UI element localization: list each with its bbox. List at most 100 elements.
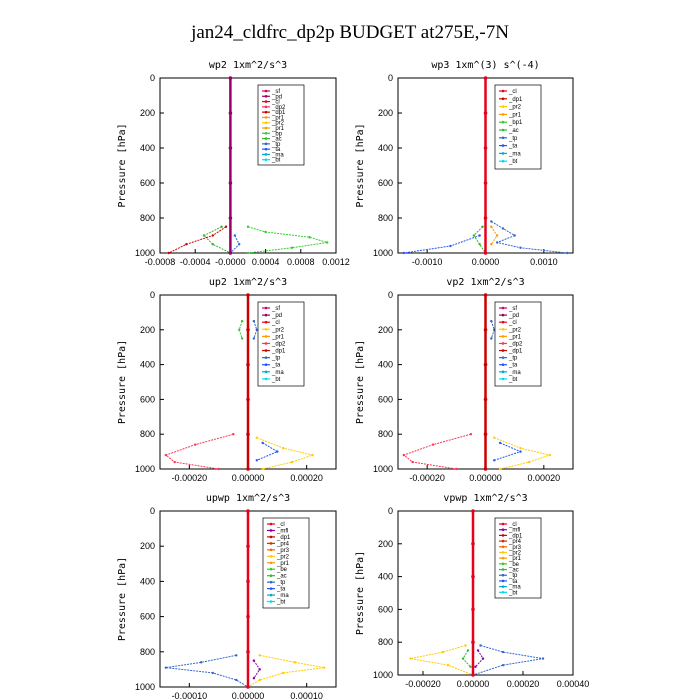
- series-point-cl: [246, 614, 250, 619]
- series-point-cl: [483, 216, 488, 220]
- legend-label: _bp: [271, 131, 283, 137]
- series-point-ta: [493, 459, 496, 462]
- legend-label: _cl: [271, 320, 280, 326]
- legend-label: _cl: [508, 89, 517, 95]
- series-point-bp1: [240, 337, 244, 340]
- legend-marker: [269, 535, 273, 539]
- series-point-tp: [490, 337, 493, 340]
- series-point-ac: [220, 225, 223, 228]
- legend-marker: [501, 335, 505, 338]
- y-tick-label: 200: [140, 541, 155, 551]
- series-point-bp1: [238, 328, 241, 331]
- series-point-tp: [501, 227, 505, 230]
- legend-marker: [501, 568, 505, 571]
- legend-label: _tp: [508, 573, 518, 579]
- y-tick-label: 0: [388, 506, 393, 516]
- y-tick-label: 400: [140, 143, 155, 153]
- legend-marker: [501, 562, 505, 566]
- series-point-cl: [246, 650, 250, 654]
- y-tick-label: 800: [140, 647, 155, 657]
- legend-marker: [269, 561, 273, 565]
- x-tick-label: -0.0010: [412, 257, 443, 267]
- series-point-tp: [519, 246, 522, 249]
- panel-title: vp2 1xm^2/s^3: [446, 277, 524, 288]
- series-point-pr2: [311, 453, 314, 457]
- legend-marker: [264, 89, 268, 93]
- legend-marker: [264, 327, 268, 331]
- series-point-ta: [255, 459, 258, 462]
- series-point-cl: [246, 579, 250, 584]
- series-point-pr2: [258, 678, 261, 682]
- series-point-dp2: [455, 467, 458, 471]
- y-tick-label: 600: [378, 178, 393, 188]
- series-point-tp: [479, 644, 482, 647]
- legend-label: _be: [508, 562, 520, 568]
- series-point-dp1: [211, 234, 214, 237]
- y-tick-label: 0: [388, 73, 393, 83]
- legend-label: _sf: [271, 306, 280, 312]
- series-point-tp: [255, 328, 258, 331]
- y-tick-label: 400: [378, 360, 393, 370]
- legend-marker: [501, 144, 505, 147]
- legend-label: _dp1: [276, 535, 291, 541]
- legend-marker: [264, 377, 268, 381]
- legend-marker: [269, 593, 273, 597]
- legend-marker: [264, 306, 268, 310]
- y-tick-label: 200: [378, 539, 393, 549]
- x-tick-label: 0.00000: [232, 691, 265, 700]
- series-point-ta: [498, 441, 502, 445]
- series-point-cl: [483, 111, 488, 115]
- series-point-dp1: [224, 225, 228, 228]
- series-point-dp2: [217, 467, 220, 471]
- legend-label: _pr2: [508, 105, 522, 111]
- series-point-line: [246, 328, 250, 332]
- series-point-line: [246, 432, 250, 437]
- legend-marker: [501, 320, 505, 324]
- legend-marker: [501, 551, 505, 554]
- legend-label: _tp: [271, 356, 281, 362]
- legend-marker: [264, 320, 268, 324]
- series-point-cl: [246, 685, 250, 689]
- series-point-cl: [483, 146, 488, 150]
- series-point-tp: [238, 243, 241, 246]
- legend-marker: [501, 313, 505, 317]
- legend-marker: [269, 548, 273, 552]
- y-axis-label: Pressure [hPa]: [117, 340, 128, 424]
- legend-label: _pr1: [276, 561, 290, 567]
- legend-marker: [264, 335, 268, 338]
- legend-label: _ma: [508, 370, 521, 376]
- series-point-cl: [483, 76, 488, 80]
- plot-frame: [397, 510, 574, 676]
- legend-label: _dp1: [271, 349, 286, 355]
- series-point-dp1: [185, 243, 188, 246]
- legend-label: _ta: [508, 579, 518, 585]
- x-tick-label: 0.00000: [457, 679, 490, 689]
- series-point-pr2: [258, 654, 261, 657]
- series-point-ta: [276, 450, 279, 453]
- series-line-dp2: [164, 433, 234, 470]
- series-point-mfl: [252, 677, 256, 680]
- legend-marker: [501, 306, 505, 310]
- series-point-pd: [228, 146, 233, 150]
- series-point-pd: [228, 181, 233, 185]
- series-point-pr2: [498, 467, 502, 471]
- legend-label: _be: [276, 567, 288, 573]
- series-point-line: [246, 293, 250, 297]
- legend-marker: [501, 97, 505, 101]
- y-tick-label: 0: [150, 506, 155, 516]
- legend-label: _pr1: [271, 126, 285, 132]
- series-point-tp: [164, 666, 168, 669]
- series-point-mfl: [258, 668, 261, 671]
- y-tick-label: 200: [140, 325, 155, 335]
- series-line-pr2: [256, 437, 315, 470]
- series-point-ac: [478, 243, 481, 246]
- series-point-pr2: [528, 460, 531, 464]
- series-point-pr1: [495, 234, 499, 237]
- series-point-dp2: [411, 460, 414, 464]
- series-point-ac: [472, 234, 476, 237]
- series-point-tp: [252, 337, 256, 340]
- legend-marker: [264, 153, 268, 156]
- series-point-ac: [461, 657, 465, 660]
- series-point-ta: [478, 234, 481, 237]
- series-point-cl: [471, 542, 475, 546]
